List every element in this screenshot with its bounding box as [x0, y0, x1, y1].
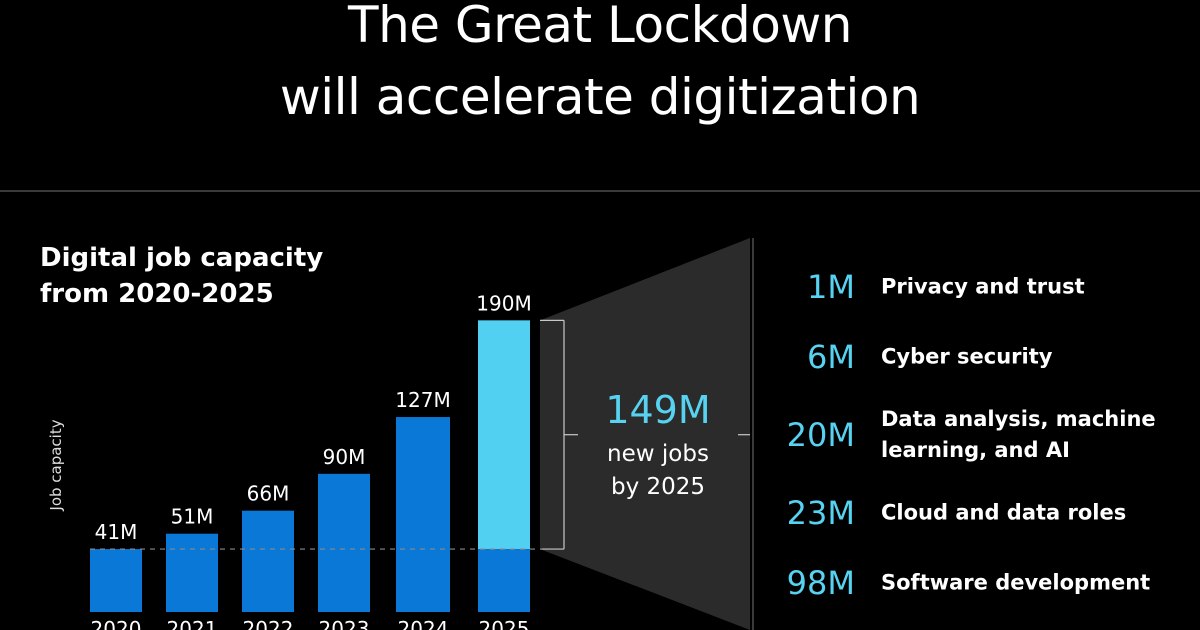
callout-total: 149M [605, 388, 711, 432]
x-tick-label: 2024 [398, 617, 449, 630]
bar-highlight [478, 320, 530, 550]
x-tick-label: 2020 [91, 617, 142, 630]
x-tick-label: 2023 [319, 617, 370, 630]
x-tick-label: 2022 [243, 617, 294, 630]
breakdown-label: Cyber security [881, 344, 1053, 369]
bar [396, 417, 450, 612]
data-label: 127M [395, 388, 450, 412]
breakdown-separator [752, 238, 754, 630]
breakdown-label: Software development [881, 570, 1151, 595]
breakdown-value: 98M [786, 564, 855, 602]
bar [90, 549, 142, 612]
funnel-shape [540, 238, 750, 630]
callout-text-line-2: by 2025 [610, 474, 706, 500]
breakdown-value: 1M [807, 268, 855, 306]
breakdown-label: Privacy and trust [881, 274, 1085, 299]
breakdown-value: 20M [786, 416, 855, 454]
breakdown-row: 1M Privacy and trust [760, 257, 1200, 317]
bar [478, 549, 530, 612]
callout-text-line-1: new jobs [607, 441, 709, 467]
header-divider [0, 190, 1200, 192]
breakdown-value: 23M [786, 494, 855, 532]
breakdown-label: Cloud and data roles [881, 500, 1127, 525]
breakdown-row: 6M Cyber security [760, 327, 1200, 387]
breakdown-row: 23M Cloud and data roles [760, 483, 1200, 543]
breakdown-row: 20M Data analysis, machine learning, and… [760, 405, 1200, 465]
bar [242, 510, 294, 612]
data-label: 190M [476, 291, 531, 315]
data-label: 90M [323, 445, 366, 469]
data-label: 66M [247, 482, 290, 506]
bar [166, 533, 218, 612]
title-line-2: will accelerate digitization [279, 68, 921, 126]
breakdown-label: Data analysis, machine learning, and AI [881, 407, 1156, 462]
data-label: 51M [171, 505, 214, 529]
x-tick-label: 2021 [167, 617, 218, 630]
breakdown-value: 6M [807, 338, 855, 376]
bar [318, 473, 370, 612]
data-label: 41M [95, 520, 138, 544]
breakdown-row: 98M Software development [760, 553, 1200, 613]
x-tick-label: 2025 [479, 617, 530, 630]
chart-title: Digital job capacity from 2020-2025 [40, 243, 324, 309]
callout-text: new jobs by 2025 [568, 438, 748, 504]
title-line-1: The Great Lockdown [348, 0, 852, 54]
